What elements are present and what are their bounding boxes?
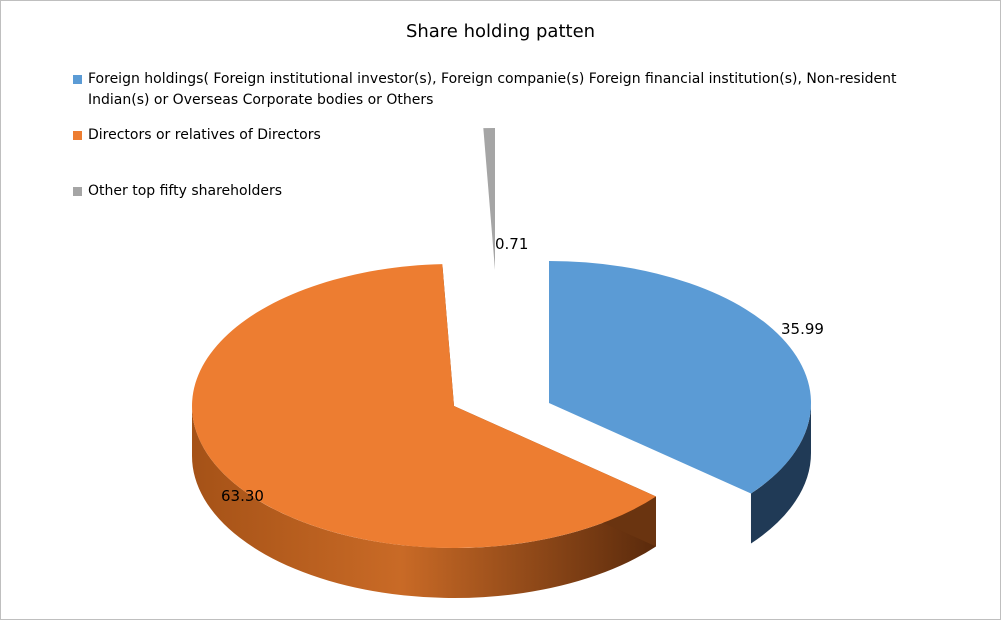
slice-foreign-holdings [549,261,812,494]
slice-foreign-holdings-side [750,403,811,544]
legend-label-foreign-holdings: Foreign holdings( Foreign institutional … [88,71,897,108]
data-label-foreign-holdings: 35.99 [781,320,824,338]
legend-label-directors: Directors or relatives of Directors [88,127,321,143]
legend-swatch-other-top-fifty [73,187,82,196]
pie-data-labels: 35.99 63.30 0.71 [221,235,824,505]
data-label-other-top-fifty: 0.71 [495,235,528,253]
legend-swatch-directors [73,131,82,140]
legend-item-directors: Directors or relatives of Directors [73,125,321,146]
legend-label-other-top-fifty: Other top fifty shareholders [88,183,283,199]
legend-item-foreign-holdings: Foreign holdings( Foreign institutional … [73,69,953,111]
slice-directors-side [191,406,656,599]
slice-other-top-fifty [483,128,495,270]
pie-slices [192,128,812,548]
data-label-directors: 63.30 [221,487,264,505]
chart-title: Share holding patten [405,21,596,42]
slice-directors [192,264,656,548]
legend-item-other-top-fifty: Other top fifty shareholders [73,181,282,202]
legend-swatch-foreign-holdings [73,75,82,84]
